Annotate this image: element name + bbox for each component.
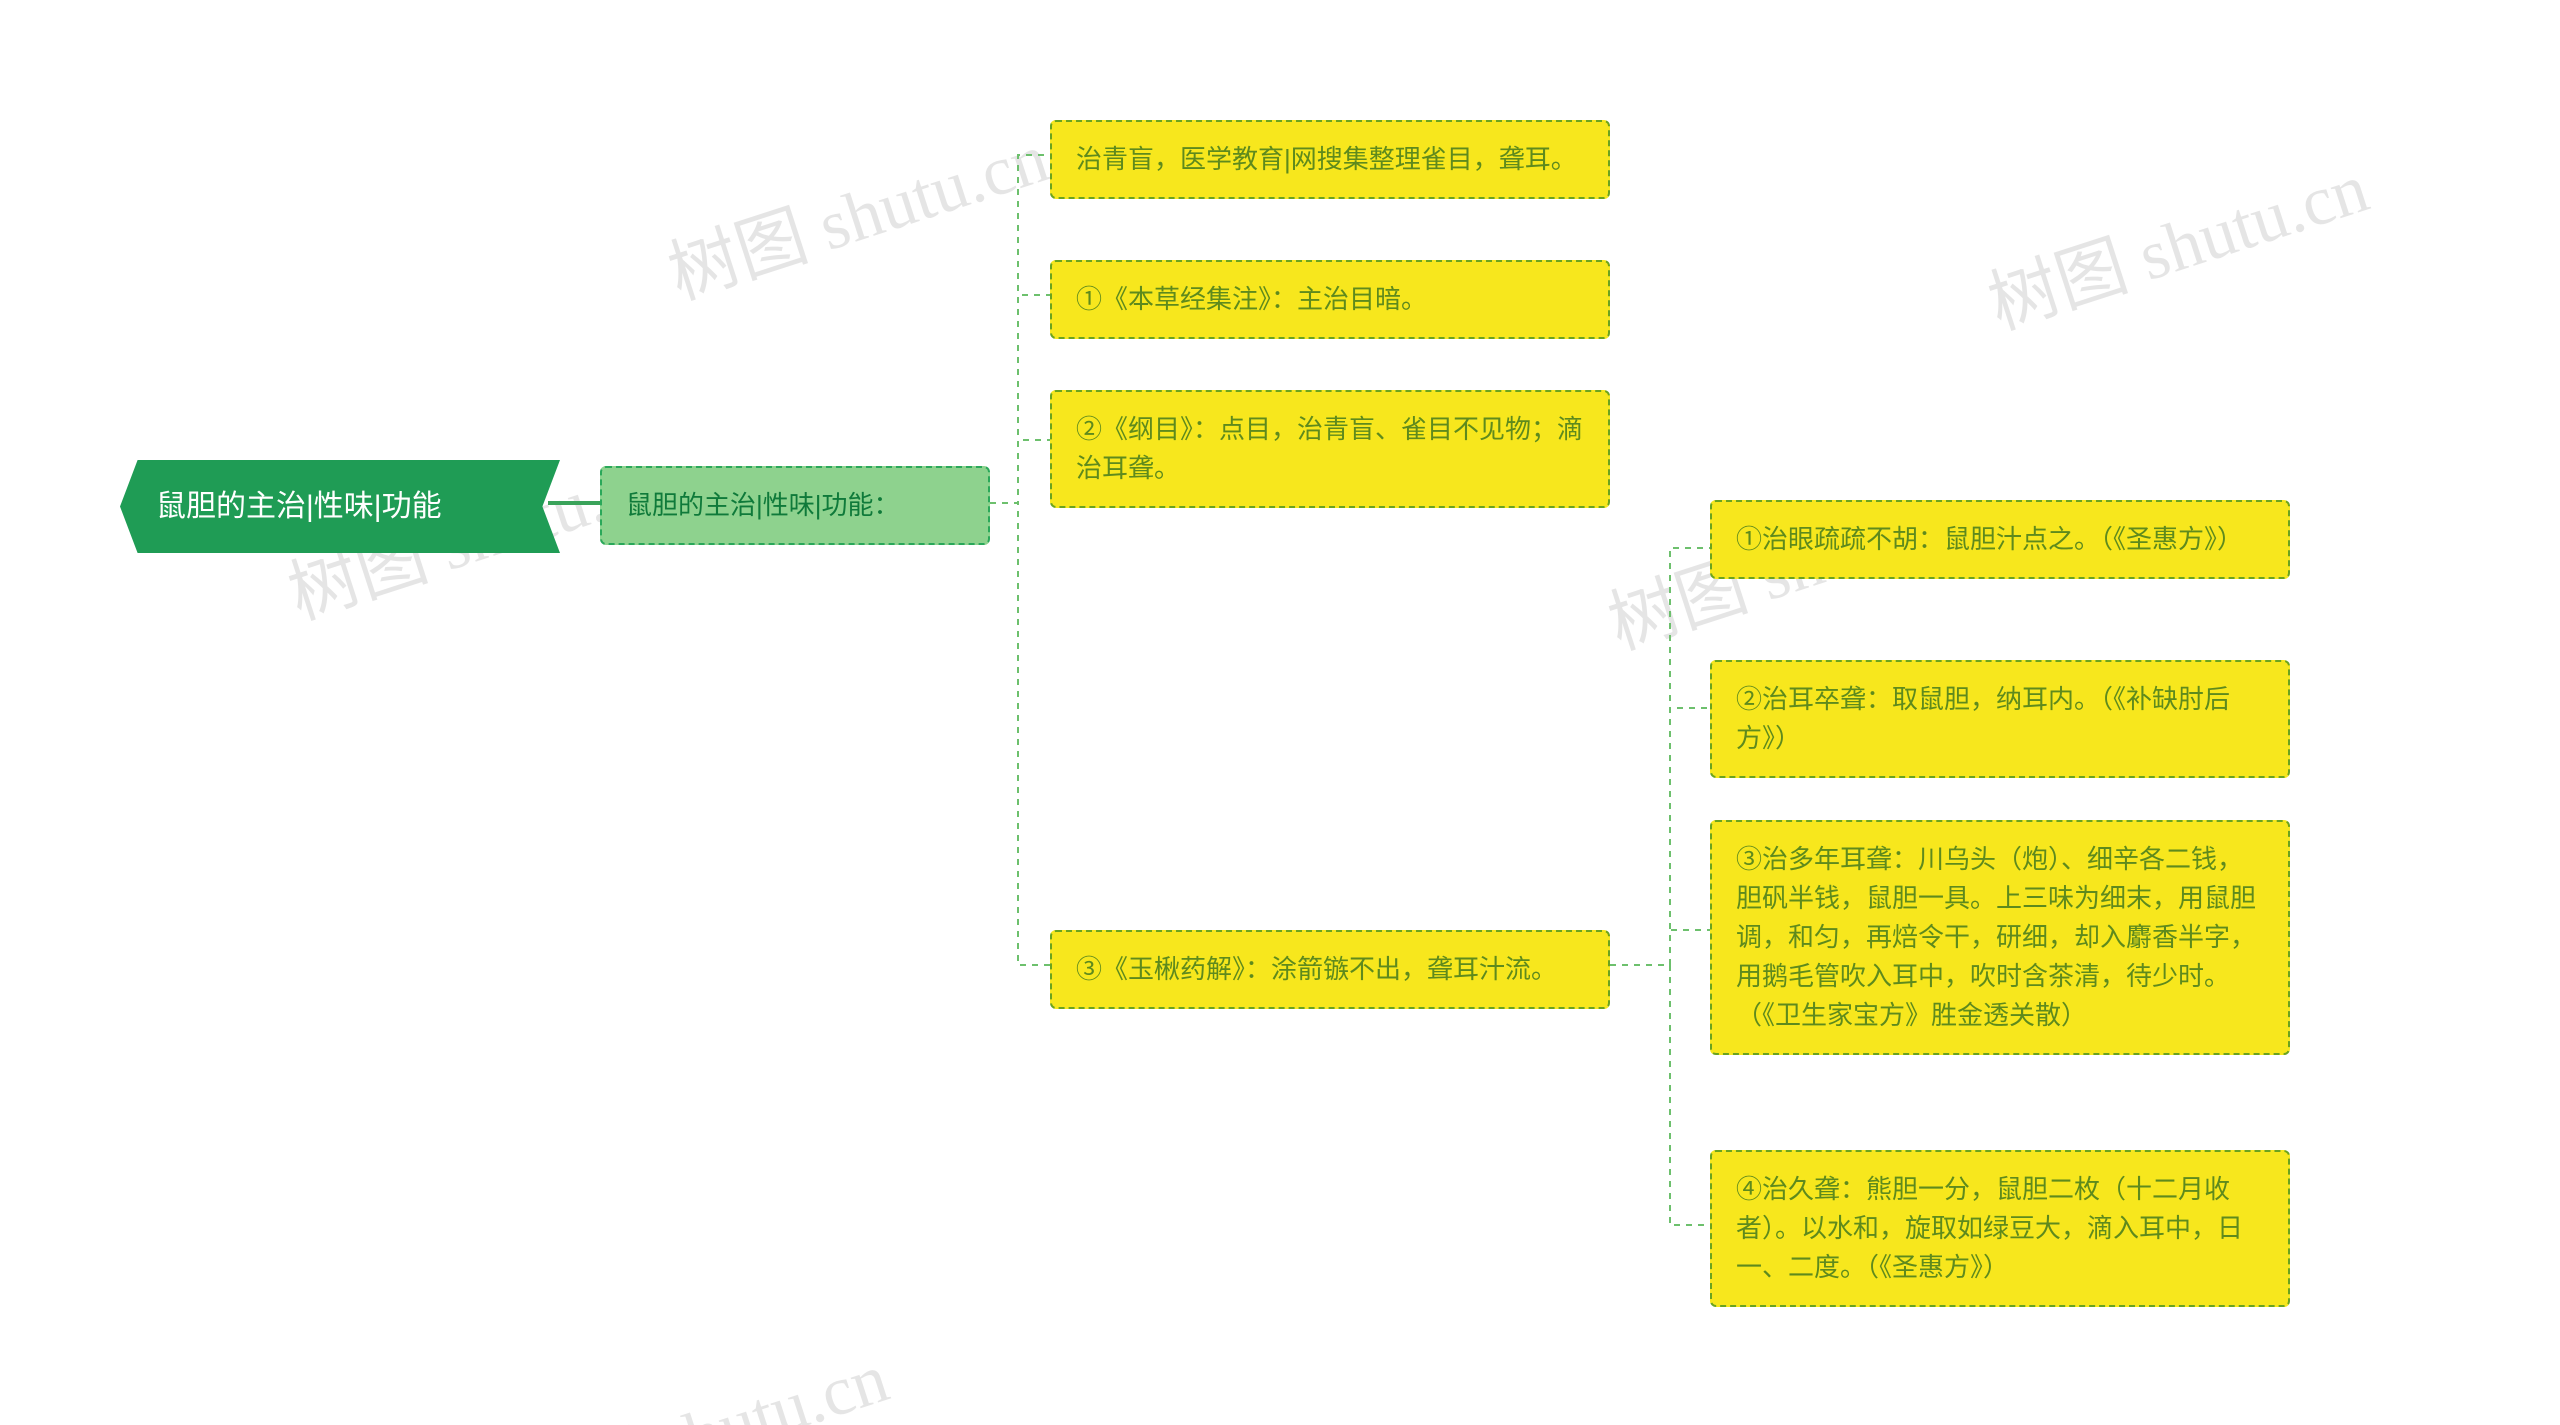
mindmap-canvas: 树图 shutu.cn 树图 shutu.cn 树图 shutu.cn 树图 s…	[0, 0, 2560, 1425]
level4-node[interactable]: ①治眼疏疏不胡：鼠胆汁点之。（《圣惠方》）	[1710, 500, 2290, 579]
level3-node[interactable]: ③《玉楸药解》：涂箭镞不出，聋耳汁流。	[1050, 930, 1610, 1009]
level4-node[interactable]: ②治耳卒聋：取鼠胆，纳耳内。（《补缺肘后方》）	[1710, 660, 2290, 778]
level3-node[interactable]: ①《本草经集注》：主治目暗。	[1050, 260, 1610, 339]
watermark: 树图 shutu.cn	[494, 1322, 899, 1425]
level3-node[interactable]: ②《纲目》：点目，治青盲、雀目不见物；滴治耳聋。	[1050, 390, 1610, 508]
level4-node[interactable]: ③治多年耳聋：川乌头（炮）、细辛各二钱，胆矾半钱，鼠胆一具。上三味为细末，用鼠胆…	[1710, 820, 2290, 1055]
level3-node[interactable]: 治青盲，医学教育|网搜集整理雀目，聋耳。	[1050, 120, 1610, 199]
level4-node[interactable]: ④治久聋：熊胆一分，鼠胆二枚（十二月收者）。以水和，旋取如绿豆大，滴入耳中，日一…	[1710, 1150, 2290, 1307]
level2-node[interactable]: 鼠胆的主治|性味|功能：	[600, 466, 990, 545]
root-node[interactable]: 鼠胆的主治|性味|功能	[120, 460, 560, 553]
watermark: 树图 shutu.cn	[1974, 132, 2379, 349]
watermark: 树图 shutu.cn	[654, 102, 1059, 319]
